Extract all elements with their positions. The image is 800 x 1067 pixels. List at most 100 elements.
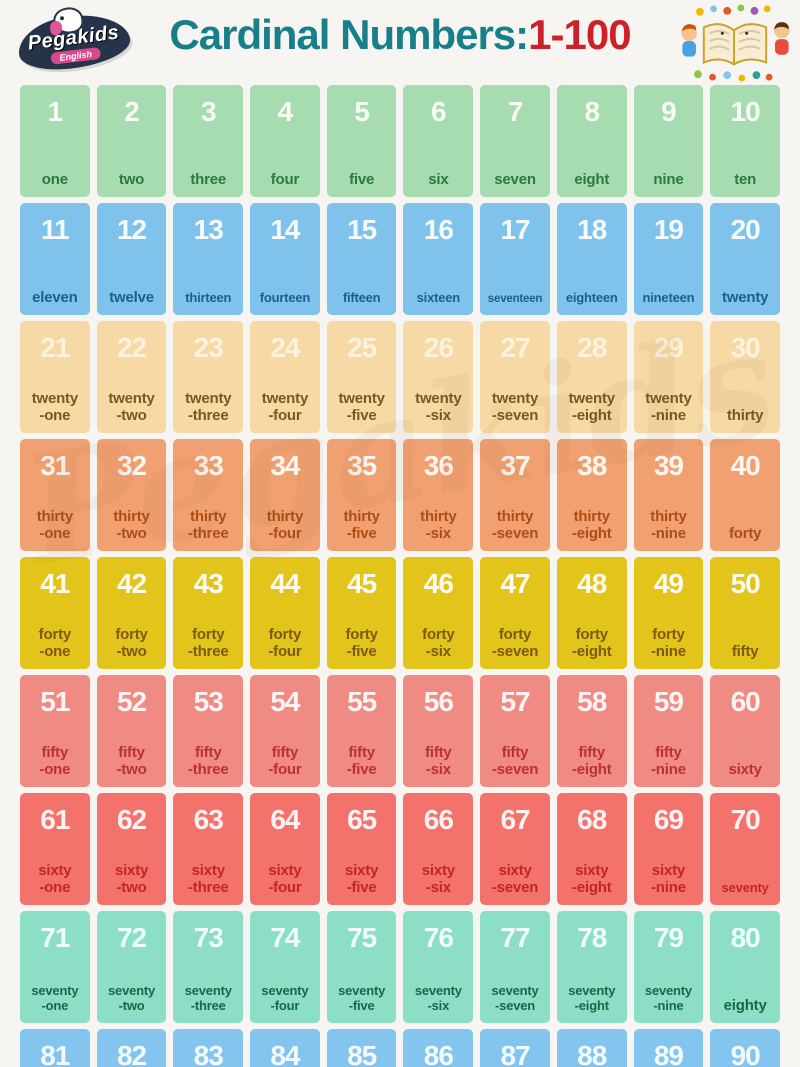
cell-word: thirty -four xyxy=(266,507,304,542)
cell-word: fifty xyxy=(731,642,759,660)
cell-number: 2 xyxy=(124,96,140,127)
cell-number: 30 xyxy=(730,332,761,363)
number-cell: 87eighty-seven xyxy=(480,1029,550,1067)
number-cell: 34 thirty -four xyxy=(250,439,320,551)
number-cell: 14 fourteen xyxy=(250,203,320,315)
cell-word: twenty -five xyxy=(338,389,385,424)
number-cell: 23 twenty -three xyxy=(173,321,244,433)
cell-number: 55 xyxy=(347,686,377,717)
number-cell: 47 forty -seven xyxy=(480,557,550,669)
cell-number: 88 xyxy=(577,1040,607,1067)
number-cell: 89eighty-nine xyxy=(633,1029,704,1067)
cell-number: 51 xyxy=(40,686,70,717)
cell-number: 43 xyxy=(193,568,224,599)
number-cell: 65 sixty -five xyxy=(326,793,397,905)
cell-word: forty xyxy=(728,524,762,542)
cell-number: 53 xyxy=(193,686,224,717)
number-cell: 74 seventy -four xyxy=(250,911,320,1023)
cell-number: 56 xyxy=(423,686,454,717)
cell-word: nineteen xyxy=(642,290,695,306)
number-cell: 90ninety xyxy=(710,1029,780,1067)
cell-word: sixty -six xyxy=(421,861,455,896)
cell-number: 8 xyxy=(584,96,600,127)
cell-number: 63 xyxy=(193,804,224,835)
cell-word: seventy -five xyxy=(338,983,386,1014)
number-cell: 36 thirty -six xyxy=(403,439,474,551)
cell-word: thirty -one xyxy=(36,507,74,542)
cell-number: 67 xyxy=(500,804,530,835)
number-cell: 80 eighty xyxy=(710,911,780,1023)
cell-number: 60 xyxy=(730,686,761,717)
cell-number: 38 xyxy=(577,450,607,481)
cell-word: eighteen xyxy=(565,290,618,306)
cell-word: twenty -one xyxy=(31,389,79,424)
cell-number: 25 xyxy=(347,332,377,363)
number-cell: 78 seventy -eight xyxy=(556,911,627,1023)
cell-word: one xyxy=(41,170,68,188)
number-cell: 51 fifty -one xyxy=(20,675,90,787)
cell-word: fourteen xyxy=(259,290,311,306)
cell-number: 40 xyxy=(730,450,761,481)
number-cell: 77 seventy -seven xyxy=(480,911,550,1023)
page-title: Cardinal Numbers:1-100 xyxy=(0,14,800,56)
cell-number: 86 xyxy=(423,1040,454,1067)
number-cell: 52 fifty -two xyxy=(96,675,167,787)
cell-number: 37 xyxy=(500,450,530,481)
cell-number: 50 xyxy=(730,568,761,599)
number-cell: 22 twenty -two xyxy=(96,321,167,433)
cell-word: thirty -five xyxy=(343,507,380,542)
cell-word: thirty -seven xyxy=(491,507,539,542)
cell-word: twenty -two xyxy=(108,389,155,424)
number-cell: 13 thirteen xyxy=(173,203,244,315)
number-cell: 64 sixty -four xyxy=(250,793,320,905)
number-cell: 31 thirty -one xyxy=(20,439,90,551)
number-cell: 84eighty-four xyxy=(250,1029,320,1067)
number-cell: 71 seventy -one xyxy=(20,911,90,1023)
number-cell: 26 twenty -six xyxy=(403,321,474,433)
cell-number: 29 xyxy=(653,332,684,363)
number-cell: 32 thirty -two xyxy=(96,439,167,551)
number-cell: 38 thirty -eight xyxy=(556,439,627,551)
cell-word: fifty -seven xyxy=(491,743,539,778)
number-cell: 1 one xyxy=(20,85,90,197)
cell-number: 3 xyxy=(200,96,217,127)
number-cell: 5 five xyxy=(326,85,397,197)
cell-word: sixty -eight xyxy=(571,861,612,896)
number-cell: 53 fifty -three xyxy=(173,675,244,787)
cell-number: 23 xyxy=(193,332,224,363)
cell-number: 41 xyxy=(40,568,70,599)
cell-number: 75 xyxy=(347,922,377,953)
cell-word: seventy -three xyxy=(184,983,232,1014)
cell-word: twenty xyxy=(721,288,769,306)
number-cell: 19 nineteen xyxy=(633,203,704,315)
cell-word: seventy -seven xyxy=(491,983,539,1014)
cell-word: eleven xyxy=(32,288,78,306)
cell-number: 90 xyxy=(730,1040,761,1067)
cell-number: 16 xyxy=(423,214,454,245)
cell-word: thirty -six xyxy=(420,507,457,542)
cell-number: 11 xyxy=(41,214,70,245)
cell-word: two xyxy=(118,170,145,188)
number-cell: 60 sixty xyxy=(710,675,780,787)
cell-word: seventeen xyxy=(487,292,543,305)
cell-number: 32 xyxy=(116,450,147,481)
cell-number: 58 xyxy=(577,686,607,717)
cell-number: 61 xyxy=(40,804,70,835)
cell-word: thirty -nine xyxy=(650,507,687,542)
cell-word: nine xyxy=(653,170,684,188)
number-cell: 48 forty -eight xyxy=(556,557,627,669)
cell-number: 57 xyxy=(500,686,530,717)
number-cell: 54 fifty -four xyxy=(250,675,320,787)
number-cell: 30 thirty xyxy=(710,321,780,433)
cell-number: 49 xyxy=(653,568,684,599)
cell-number: 62 xyxy=(116,804,147,835)
cell-word: fifty -three xyxy=(188,743,229,778)
cell-number: 52 xyxy=(116,686,147,717)
number-cell: 82eighty-two xyxy=(96,1029,167,1067)
cell-number: 44 xyxy=(270,568,300,599)
cell-number: 36 xyxy=(423,450,454,481)
cell-number: 54 xyxy=(270,686,300,717)
number-cell: 57 fifty -seven xyxy=(480,675,550,787)
cell-number: 68 xyxy=(577,804,607,835)
number-cell: 61 sixty -one xyxy=(20,793,90,905)
